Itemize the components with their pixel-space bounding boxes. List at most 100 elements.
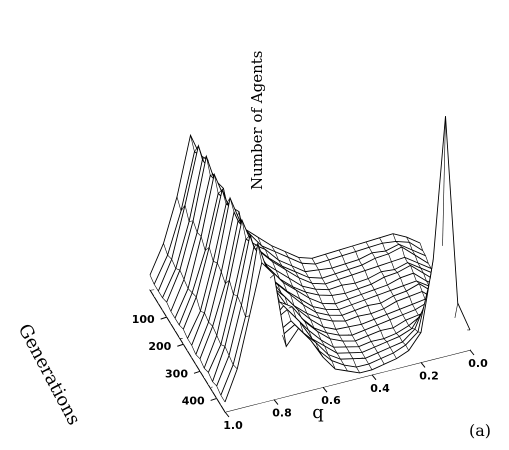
surface-col-line xyxy=(153,284,159,292)
surface-col-line xyxy=(320,339,325,347)
surface-col-line xyxy=(245,315,250,317)
surface-col-line xyxy=(274,251,279,261)
surface-col-line xyxy=(309,297,314,307)
surface-col-line xyxy=(237,295,242,306)
surface-col-line xyxy=(318,269,323,279)
surface-col-line xyxy=(292,286,297,291)
surface-col-line xyxy=(203,367,209,373)
surface-col-line xyxy=(149,274,155,285)
surface-col-line xyxy=(413,273,417,282)
surface-col-line xyxy=(324,345,329,355)
x-tick-label: 1.0 xyxy=(223,419,243,432)
surface-col-line xyxy=(384,276,388,286)
surface-col-line xyxy=(351,334,356,342)
surface-col-line xyxy=(208,321,213,327)
surface-col-line xyxy=(328,259,333,269)
surface-col-line xyxy=(162,297,167,303)
surface-col-line xyxy=(306,336,311,341)
surface-col-line xyxy=(361,294,365,301)
surface-col-line xyxy=(187,338,192,346)
surface-col-line xyxy=(218,189,223,194)
surface-col-line xyxy=(179,270,185,280)
surface-col-line xyxy=(183,279,189,289)
surface-col-line xyxy=(404,257,408,263)
surface-col-line xyxy=(303,304,308,314)
surface-col-line xyxy=(339,335,343,342)
x-tick-label: 0.2 xyxy=(419,369,439,382)
surface-col-line xyxy=(414,328,419,333)
surface-col-line xyxy=(183,329,188,339)
surface-col-line xyxy=(398,244,402,248)
surface-col-line xyxy=(354,283,359,289)
surface-col-line xyxy=(408,325,413,329)
surface-col-line xyxy=(283,305,288,310)
surface-col-line xyxy=(357,288,362,295)
surface-col-line xyxy=(422,250,426,256)
surface-col-line xyxy=(325,254,330,261)
surface-col-line xyxy=(304,321,309,331)
surface-col-line xyxy=(319,318,324,328)
surface-col-line xyxy=(206,156,211,176)
surface-col-line xyxy=(345,346,350,353)
surface-col-line xyxy=(301,317,306,322)
surface-col-line xyxy=(331,267,336,274)
surface-col-line xyxy=(293,305,298,310)
surface-col-line xyxy=(217,262,222,273)
surface-col-line xyxy=(370,284,375,290)
surface-col-line xyxy=(411,249,416,256)
x-tick-mark xyxy=(322,386,328,393)
surface-col-line xyxy=(292,306,297,319)
surface-col-line xyxy=(370,313,375,320)
surface-col-line xyxy=(365,241,370,248)
surface-col-line xyxy=(311,258,316,265)
surface-col-line xyxy=(415,309,419,316)
surface-col-line xyxy=(241,304,246,317)
surface-col-line xyxy=(253,243,258,248)
y-axis-label: Generations xyxy=(14,320,85,428)
surface-col-line xyxy=(187,288,193,293)
surface-col-line xyxy=(373,319,378,326)
surface-col-line xyxy=(195,354,201,360)
surface-col-line xyxy=(306,313,311,320)
surface-col-line xyxy=(158,290,163,298)
surface-col-line xyxy=(333,347,338,354)
surface-col-line xyxy=(283,282,288,292)
y-tick-label: 400 xyxy=(182,394,205,407)
surface-col-line xyxy=(400,277,404,286)
surface-col-line xyxy=(290,294,295,306)
x-axis-label: q xyxy=(312,402,324,423)
surface-col-line xyxy=(264,249,270,259)
surface-col-line xyxy=(216,385,222,396)
surface-col-line xyxy=(402,341,406,346)
surface-col-line xyxy=(367,335,372,342)
surface-col-line xyxy=(377,352,382,359)
surface-col-line xyxy=(377,266,382,272)
surface-col-line xyxy=(374,346,378,353)
surface-col-line xyxy=(335,303,339,310)
x-tick-mark xyxy=(371,374,377,381)
surface-col-line xyxy=(340,358,345,366)
surface-col-line xyxy=(257,243,263,263)
surface-col-line xyxy=(380,358,385,365)
surface-col-line xyxy=(454,303,459,318)
surface-col-line xyxy=(228,355,234,365)
surface-col-line xyxy=(190,135,195,152)
surface-col-line xyxy=(315,342,320,352)
surface-col-line xyxy=(370,341,375,348)
surface-col-line xyxy=(176,196,182,211)
surface-col-line xyxy=(266,265,271,270)
surface-col-line xyxy=(212,381,217,387)
surface-col-line xyxy=(335,273,339,280)
surface-col-line xyxy=(365,358,369,365)
surface-col-line xyxy=(208,247,214,262)
surface-col-line xyxy=(328,289,333,296)
surface-col-line xyxy=(212,326,218,336)
surface-col-line xyxy=(175,268,181,271)
y-tick-mark xyxy=(193,370,201,374)
surface-col-line xyxy=(275,270,280,279)
surface-col-line xyxy=(294,324,299,329)
surface-col-line xyxy=(442,116,446,246)
surface-col-line xyxy=(348,326,353,336)
surface-col-line xyxy=(338,249,343,256)
surface-col-line xyxy=(383,308,388,315)
